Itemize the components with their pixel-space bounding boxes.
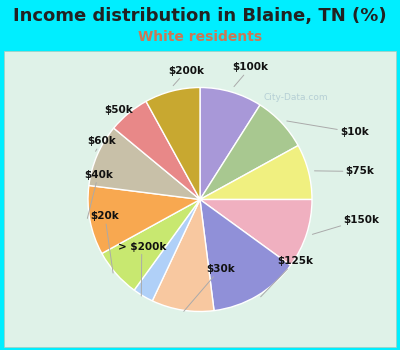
Wedge shape (134, 199, 200, 301)
Wedge shape (200, 146, 312, 200)
Text: $125k: $125k (261, 256, 313, 297)
Wedge shape (114, 102, 200, 200)
Text: $150k: $150k (312, 215, 379, 234)
Wedge shape (102, 199, 200, 290)
Text: $30k: $30k (184, 264, 234, 312)
Wedge shape (200, 199, 291, 310)
Wedge shape (200, 105, 298, 200)
Text: $10k: $10k (287, 121, 369, 137)
Wedge shape (88, 186, 200, 253)
Wedge shape (200, 88, 260, 200)
Text: $75k: $75k (314, 167, 374, 176)
Text: $50k: $50k (104, 105, 133, 115)
Text: $20k: $20k (91, 211, 119, 273)
Text: $100k: $100k (232, 62, 268, 86)
Text: City-Data.com: City-Data.com (264, 93, 328, 103)
Wedge shape (89, 128, 200, 200)
Text: > $200k: > $200k (118, 241, 166, 296)
Text: $60k: $60k (87, 136, 116, 151)
Text: White residents: White residents (138, 30, 262, 44)
Text: $200k: $200k (168, 66, 204, 86)
Wedge shape (146, 88, 200, 200)
Text: Income distribution in Blaine, TN (%): Income distribution in Blaine, TN (%) (13, 7, 387, 25)
FancyBboxPatch shape (4, 51, 396, 346)
Wedge shape (200, 199, 312, 265)
Wedge shape (152, 199, 214, 312)
Text: $40k: $40k (84, 170, 113, 218)
